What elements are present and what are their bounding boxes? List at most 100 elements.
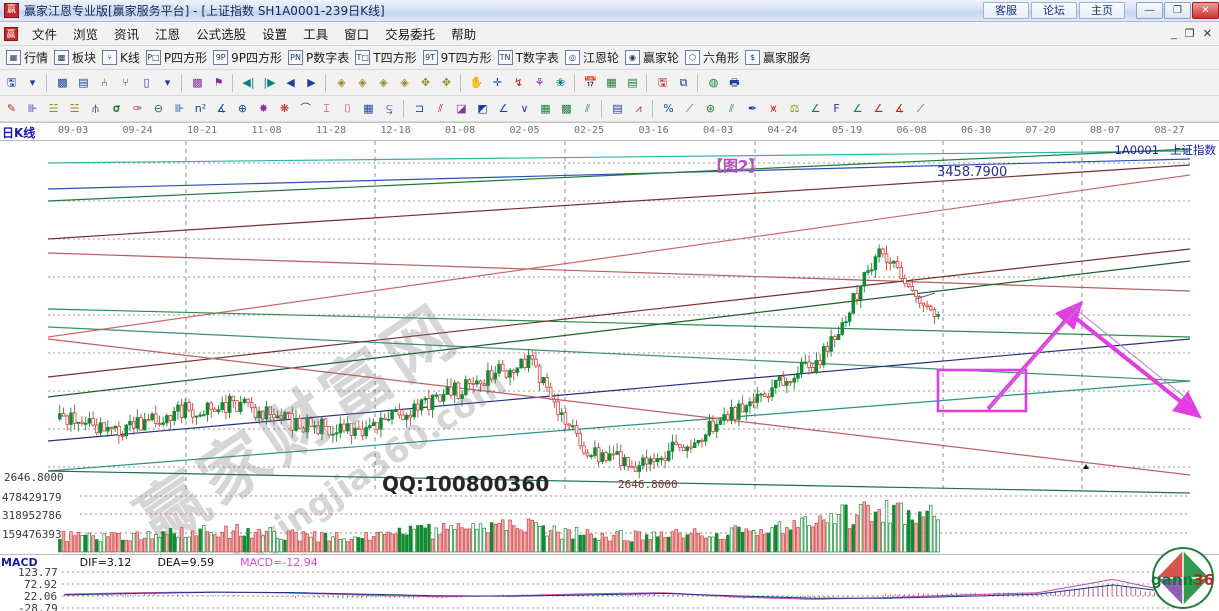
fib-fan-red-icon[interactable]: ⩙ <box>770 102 777 115</box>
mdi-close-button[interactable]: ✕ <box>1202 28 1212 40</box>
gold-circle-icon[interactable]: ⊛ <box>705 102 716 115</box>
target-icon[interactable]: ⊕ <box>237 102 248 115</box>
grid-fine-icon[interactable]: ▦ <box>540 102 551 115</box>
zoom-diamond-4-icon[interactable]: ◈ <box>400 76 409 89</box>
fan-red-icon[interactable]: ❋ <box>279 102 290 115</box>
table-a-icon[interactable]: ▦ <box>606 76 617 89</box>
angle-line-red2-icon[interactable]: ∡ <box>894 102 905 115</box>
crosshair-icon[interactable]: ✛ <box>492 76 503 89</box>
menu-item-gann[interactable]: 江恩 <box>155 27 181 42</box>
brain-icon[interactable]: ❀ <box>555 76 566 89</box>
magnet-icon[interactable]: ✑ <box>132 102 143 115</box>
spiral-icon[interactable]: 𝛔 <box>112 102 121 115</box>
prev-icon[interactable]: ◀ <box>286 76 295 89</box>
globe-icon[interactable]: ◍ <box>708 76 719 89</box>
zoom-diamond-5-icon[interactable]: ✥ <box>420 76 431 89</box>
menu-item-help[interactable]: 帮助 <box>451 27 477 42</box>
hatch-box-icon[interactable]: ◩ <box>477 102 488 115</box>
table-b-icon[interactable]: ▤ <box>627 76 638 89</box>
mdi-minimize-button[interactable]: _ <box>1170 27 1177 40</box>
volume-pane[interactable]: 478429179 318952786 159476393 <box>0 491 1219 554</box>
fork-lines-icon[interactable]: ⊪ <box>27 102 38 115</box>
grid-select-icon[interactable]: ▩ <box>57 76 68 89</box>
toolbar-p-number-table[interactable]: PN P数字表 <box>288 49 349 66</box>
grid-fine2-icon[interactable]: ▩ <box>561 102 572 115</box>
gold-ratio-icon[interactable]: ⚖ <box>789 102 800 115</box>
customer-service-button[interactable]: 客服 <box>983 2 1029 19</box>
next-icon[interactable]: ▶ <box>307 76 316 89</box>
calendar-icon[interactable]: 📅 <box>583 76 598 89</box>
hand-pan-icon[interactable]: ✋ <box>469 76 484 89</box>
price-plot[interactable]: 赢家财富网 www.yingjia360.com 【图2】 3458.7900 … <box>0 141 1219 554</box>
toolbar-t-number-table[interactable]: TN T数字表 <box>497 49 559 66</box>
toolbar-hexagon[interactable]: ⬡ 六角形 <box>684 49 739 66</box>
arc-icon[interactable]: ⌒ <box>300 102 311 115</box>
gann-fan-a-icon[interactable]: ☱ <box>48 102 59 115</box>
fib-retrace-icon[interactable]: ⩘ <box>635 102 642 115</box>
toolbar-kline[interactable]: ⑂ K线 <box>102 49 140 66</box>
menu-item-settings[interactable]: 设置 <box>262 27 288 42</box>
menu-item-window[interactable]: 窗口 <box>344 27 370 42</box>
restore-button[interactable]: ❐ <box>1164 2 1191 19</box>
menu-item-tools[interactable]: 工具 <box>303 27 329 42</box>
slope-v-icon[interactable]: ∨ <box>520 102 529 115</box>
toolbar-t-square[interactable]: T□ T四方形 <box>355 49 417 66</box>
angle-line-red-icon[interactable]: ∠ <box>873 102 884 115</box>
pen-color-icon[interactable]: ✒ <box>747 102 758 115</box>
menu-item-file[interactable]: 文件 <box>32 27 58 42</box>
toolbar-sectors[interactable]: ▩ 板块 <box>54 49 96 66</box>
chart-bars-b-icon[interactable]: ⑂ <box>122 76 129 89</box>
flag-icon[interactable]: ⚑ <box>213 76 224 89</box>
print-icon[interactable]: 🖶 <box>729 76 740 89</box>
first-page-icon[interactable]: ◀| <box>242 76 255 89</box>
ray-fan-icon[interactable]: ⫽ <box>438 102 443 115</box>
toolbar-p-square[interactable]: P□ P四方形 <box>145 49 207 66</box>
toolbar-winner-service[interactable]: $ 赢家服务 <box>744 49 811 66</box>
toolbar-quotes[interactable]: ▦ 行情 <box>6 49 48 66</box>
menu-item-browse[interactable]: 浏览 <box>73 27 99 42</box>
angle-line-b-icon[interactable]: ∠ <box>852 102 863 115</box>
cycle-red-icon[interactable]: ⌶ <box>323 102 330 115</box>
gold-fan-icon[interactable]: ⫽ <box>729 102 734 115</box>
toolbar-gann-wheel[interactable]: ◎ 江恩轮 <box>564 49 619 66</box>
copy-icon[interactable]: ⧉ <box>679 76 688 89</box>
candle-dropdown-icon[interactable]: ▾ <box>164 76 171 89</box>
macd-pane[interactable]: MACD DIF=3.12 DEA=9.59 MACD=-12.94 123.7… <box>0 554 1219 611</box>
bars-icon[interactable]: ⊪ <box>174 102 185 115</box>
angle-line-a-icon[interactable]: ∠ <box>810 102 821 115</box>
toolbar-winner-wheel[interactable]: ◉ 赢家轮 <box>624 49 679 66</box>
percent-icon[interactable]: % <box>663 102 674 115</box>
trident-icon[interactable]: ⫛ <box>92 102 99 115</box>
forum-button[interactable]: 论坛 <box>1031 2 1077 19</box>
angle-line-f-icon[interactable]: F <box>833 102 840 115</box>
mdi-restore-button[interactable]: ❐ <box>1184 28 1195 40</box>
pen-draw-icon[interactable]: ✎ <box>6 102 17 115</box>
toolbar-9t-square[interactable]: 9T 9T四方形 <box>422 49 492 66</box>
flower-icon[interactable]: ⚘ <box>534 76 545 89</box>
matrix-icon[interactable]: ▤ <box>612 102 623 115</box>
square-power-icon[interactable]: n² <box>194 102 207 115</box>
angle-line-last-icon[interactable]: ⟋ <box>916 102 925 115</box>
box-pointer-icon[interactable]: ⊐ <box>414 102 425 115</box>
circle-line-icon[interactable]: ⊖ <box>153 102 164 115</box>
homepage-button[interactable]: 主页 <box>1079 2 1125 19</box>
zoom-diamond-3-icon[interactable]: ◈ <box>379 76 388 89</box>
zoom-diamond-6-icon[interactable]: ✥ <box>441 76 452 89</box>
percent-box-icon[interactable]: ◪ <box>456 102 467 115</box>
menu-item-formula-stock-pick[interactable]: 公式选股 <box>196 27 247 42</box>
zoom-diamond-2-icon[interactable]: ◈ <box>358 76 367 89</box>
save-layout-icon[interactable]: 🖫 <box>6 76 17 89</box>
grid-box-icon[interactable]: ▦ <box>363 102 374 115</box>
menu-item-news[interactable]: 资讯 <box>114 27 140 42</box>
minimize-button[interactable]: — <box>1136 2 1163 19</box>
last-page-icon[interactable]: |▶ <box>263 76 276 89</box>
chart-bars-a-icon[interactable]: ⑃ <box>101 76 108 89</box>
cycle-red2-icon[interactable]: ⌷ <box>344 102 351 115</box>
gann-fan-b-icon[interactable]: ☱ <box>69 102 80 115</box>
toolbar-9p-square[interactable]: 9P 9P四方形 <box>213 49 282 66</box>
starburst-icon[interactable]: ✸ <box>258 102 269 115</box>
gann-angle-icon[interactable]: ⟋ <box>685 102 694 115</box>
dropdown-arrow-icon[interactable]: ▾ <box>29 76 36 89</box>
zoom-diamond-1-icon[interactable]: ◈ <box>337 76 346 89</box>
close-button[interactable]: ✕ <box>1192 2 1219 19</box>
